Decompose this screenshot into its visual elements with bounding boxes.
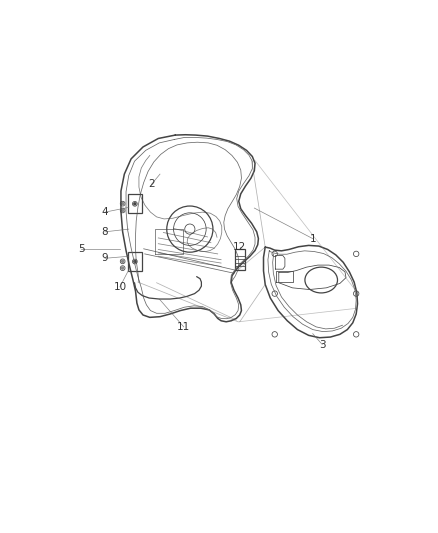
Text: 9: 9 xyxy=(102,253,108,263)
Text: 3: 3 xyxy=(319,340,325,350)
Text: 12: 12 xyxy=(233,242,247,252)
Text: 11: 11 xyxy=(177,322,191,332)
Circle shape xyxy=(134,261,136,263)
Bar xyxy=(128,195,142,213)
Text: 8: 8 xyxy=(102,227,108,237)
Text: 2: 2 xyxy=(148,179,155,189)
Text: 4: 4 xyxy=(102,207,108,217)
Bar xyxy=(128,252,142,271)
Circle shape xyxy=(122,209,124,212)
Text: 5: 5 xyxy=(78,245,85,254)
Circle shape xyxy=(122,267,124,269)
Circle shape xyxy=(122,260,124,262)
Circle shape xyxy=(134,203,136,205)
Text: 1: 1 xyxy=(309,233,316,244)
Text: 10: 10 xyxy=(113,282,127,292)
Circle shape xyxy=(122,203,124,205)
Bar xyxy=(235,249,245,270)
